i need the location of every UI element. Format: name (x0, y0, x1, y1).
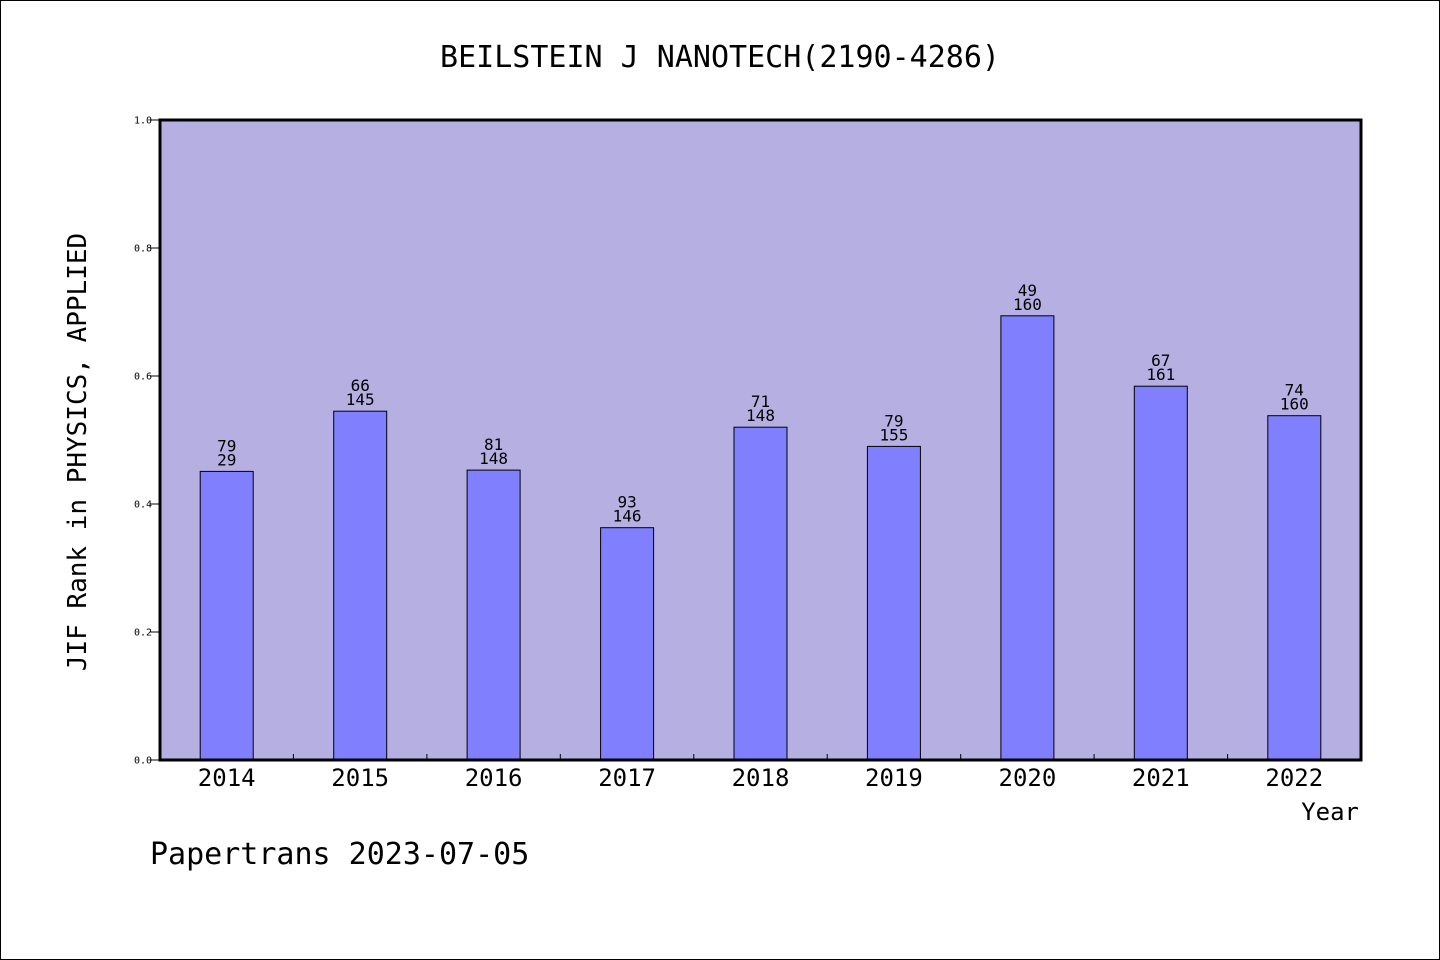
rank-label-2018: 71 (751, 392, 770, 411)
bar-2019 (866, 445, 921, 761)
y-tick-label: 0.6 (134, 372, 152, 383)
rank-label-2020: 49 (1018, 281, 1037, 300)
footer-watermark: Papertrans 2023-07-05 (150, 837, 529, 872)
x-tick-label-2017: 2017 (598, 764, 656, 792)
rank-label-2021: 67 (1151, 351, 1170, 370)
rank-label-2016: 81 (484, 435, 503, 454)
chart-title: BEILSTEIN J NANOTECH(2190-4286) (440, 40, 1000, 75)
rank-label-2019: 79 (884, 411, 903, 430)
y-axis-ticks: 0.0 0.2 0.4 0.6 0.8 1.0 (134, 116, 160, 767)
bar-2015 (333, 410, 388, 761)
rank-label-2017: 93 (617, 493, 636, 512)
x-axis-ticks: 2014 2015 2016 2017 2018 2019 2020 2021 2022 (198, 754, 1323, 792)
total-label-2015: 145 (346, 390, 375, 409)
rank-label-2014: 79 (217, 436, 236, 455)
x-tick-label-2021: 2021 (1132, 764, 1190, 792)
bar-2021 (1133, 385, 1188, 761)
y-tick-label: 0.0 (134, 756, 152, 767)
total-label-2021: 161 (1146, 365, 1175, 384)
x-tick-label-2018: 2018 (732, 764, 790, 792)
x-tick-label-2015: 2015 (331, 764, 389, 792)
x-tick-label-2016: 2016 (465, 764, 523, 792)
total-label-2018: 148 (746, 406, 775, 425)
total-label-2020: 160 (1013, 295, 1042, 314)
bar-2022 (1267, 415, 1322, 761)
total-label-2016: 148 (479, 449, 508, 468)
bar-2020 (1000, 315, 1055, 761)
x-tick-label-2022: 2022 (1265, 764, 1323, 792)
x-tick-label-2020: 2020 (999, 764, 1057, 792)
total-label-2017: 146 (613, 507, 642, 526)
y-tick-label: 0.8 (134, 244, 152, 255)
total-label-2014: 29 (217, 450, 236, 469)
y-tick-label: 1.0 (134, 116, 152, 127)
x-tick-label-2019: 2019 (865, 764, 923, 792)
x-axis-label: Year (1301, 798, 1359, 826)
bars (199, 315, 1322, 761)
rank-label-2022: 74 (1285, 381, 1304, 400)
rank-label-2015: 66 (351, 376, 370, 395)
x-tick-label-2014: 2014 (198, 764, 256, 792)
bar-2016 (466, 469, 521, 761)
bar-2018 (733, 426, 788, 761)
y-tick-label: 0.4 (134, 500, 152, 511)
total-label-2022: 160 (1280, 395, 1309, 414)
plot-border (158, 118, 1363, 762)
y-tick-label: 0.2 (134, 628, 152, 639)
total-label-2019: 155 (879, 425, 908, 444)
bar-2017 (600, 527, 655, 761)
bar-2014 (199, 470, 254, 761)
y-axis-label: JIF Rank in PHYSICS, APPLIED (63, 233, 93, 671)
